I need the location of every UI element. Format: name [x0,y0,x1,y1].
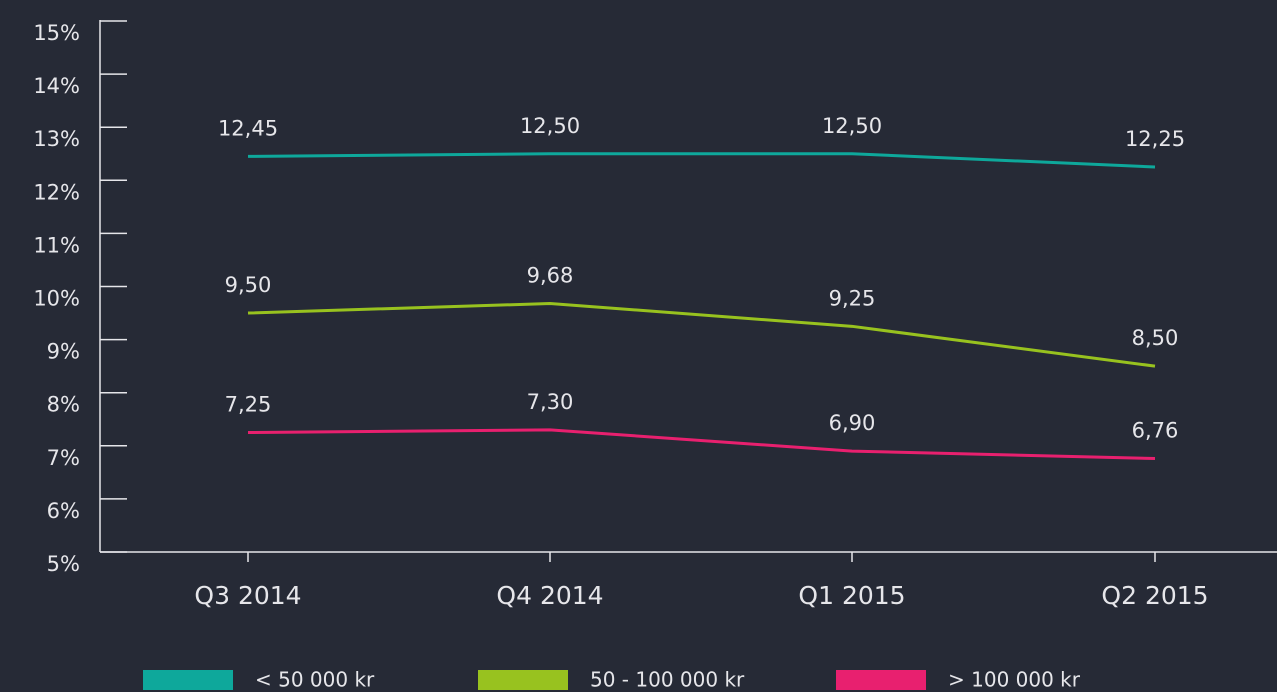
data-label: 7,25 [225,393,272,417]
data-label: 12,50 [822,114,882,138]
y-tick-label: 13% [33,127,80,151]
data-label: 9,25 [829,286,876,310]
x-tick-label: Q4 2014 [496,581,603,610]
y-tick-label: 11% [33,233,80,257]
data-label: 7,30 [527,390,574,414]
x-tick-label: Q3 2014 [194,581,301,610]
data-label: 9,68 [527,263,574,287]
y-tick-label: 9% [47,340,80,364]
y-tick-label: 12% [33,180,80,204]
legend-label: 50 - 100 000 kr [590,668,745,692]
x-tick-label: Q1 2015 [798,581,905,610]
y-tick-label: 6% [47,499,80,523]
data-label: 6,90 [829,411,876,435]
x-tick-label: Q2 2015 [1101,581,1208,610]
series-line [247,428,1156,461]
legend-label: < 50 000 kr [255,668,375,692]
y-tick-label: 10% [33,287,80,311]
data-label: 12,45 [218,116,278,140]
data-label: 12,25 [1125,127,1185,151]
y-tick-label: 5% [47,552,80,576]
series-line [247,301,1156,368]
data-label: 6,76 [1132,419,1179,443]
y-tick-label: 15% [33,21,80,45]
data-label: 12,50 [520,114,580,138]
data-label: 8,50 [1132,326,1179,350]
y-tick-label: 8% [47,393,80,417]
series-line [247,152,1156,169]
legend-swatch [836,670,926,690]
legend-label: > 100 000 kr [948,668,1081,692]
y-tick-label: 7% [47,446,80,470]
legend-swatch [143,670,233,690]
y-tick-label: 14% [33,74,80,98]
data-label: 9,50 [225,273,272,297]
legend-swatch [478,670,568,690]
